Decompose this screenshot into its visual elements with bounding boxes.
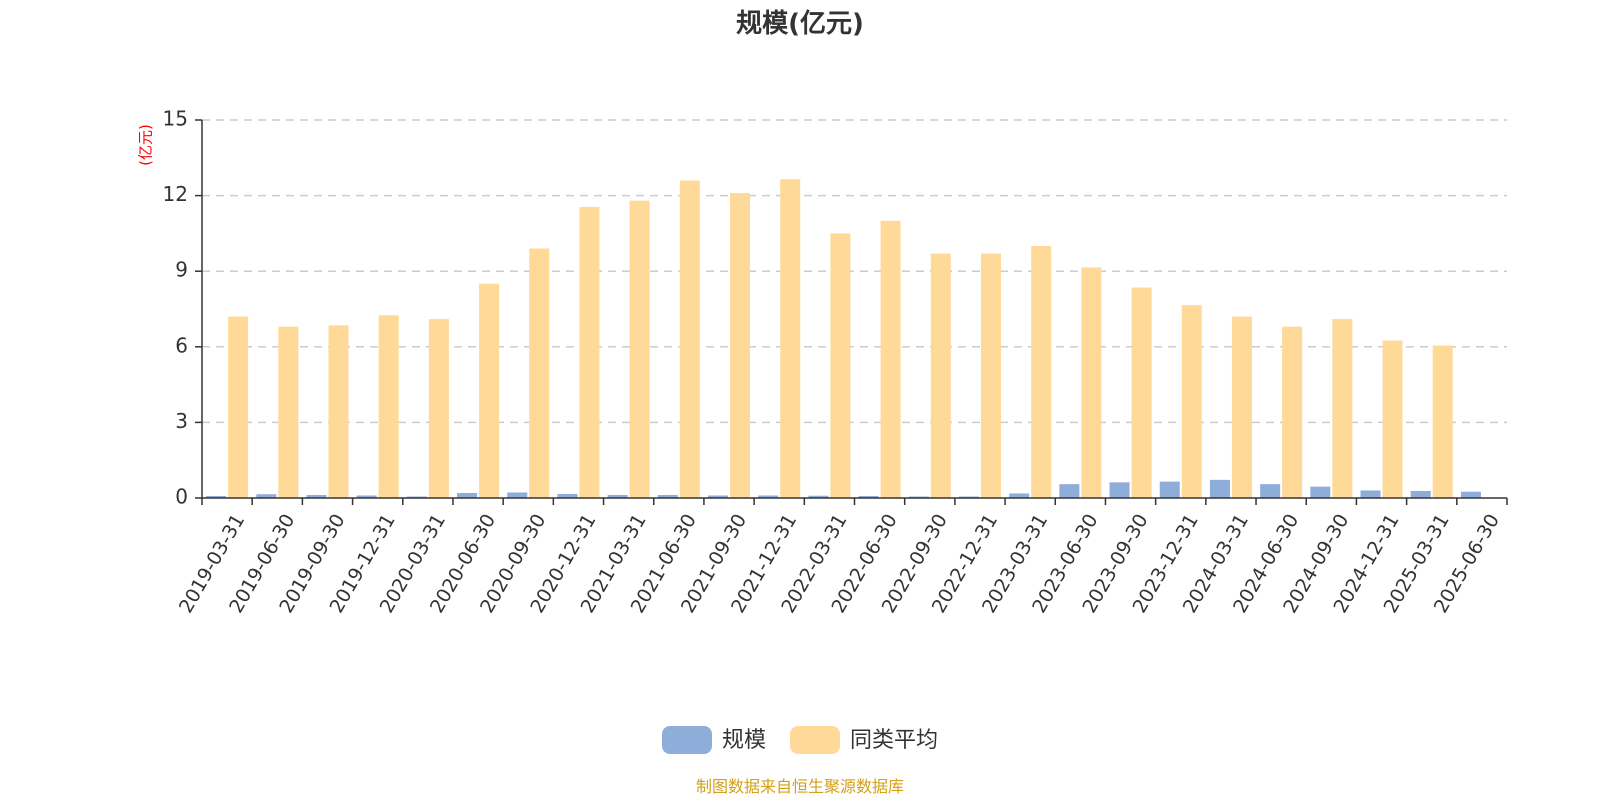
bar-scale[interactable] (858, 495, 879, 498)
bar-peer-average[interactable] (880, 220, 901, 499)
bar-peer-average[interactable] (1382, 340, 1403, 499)
bar-peer-average[interactable] (278, 326, 299, 498)
bar-peer-average[interactable] (1332, 319, 1353, 498)
bar-peer-average[interactable] (579, 206, 600, 498)
bar-scale[interactable] (808, 495, 829, 498)
y-axis-label: (亿元) (137, 124, 155, 166)
bar-peer-average[interactable] (228, 316, 249, 498)
bar-scale[interactable] (1360, 490, 1381, 498)
bar-scale[interactable] (758, 495, 779, 498)
bar-peer-average[interactable] (378, 315, 399, 498)
bar-peer-average[interactable] (1031, 246, 1052, 498)
bar-peer-average[interactable] (1231, 316, 1252, 498)
y-tick-label: 12 (163, 182, 188, 206)
bar-peer-average[interactable] (930, 253, 951, 498)
bar-scale[interactable] (557, 493, 578, 498)
bar-scale[interactable] (1109, 482, 1130, 498)
bar-scale[interactable] (1410, 490, 1431, 498)
legend-label[interactable]: 规模 (722, 728, 766, 753)
bar-scale[interactable] (1209, 479, 1230, 498)
bar-scale[interactable] (1009, 493, 1030, 498)
bar-scale[interactable] (507, 492, 528, 498)
y-tick-label: 6 (175, 333, 188, 357)
bar-scale[interactable] (958, 496, 979, 498)
bar-scale[interactable] (908, 496, 929, 498)
bar-peer-average[interactable] (780, 179, 801, 498)
bar-scale[interactable] (1460, 491, 1481, 498)
bar-peer-average[interactable] (529, 248, 550, 498)
legend-swatch[interactable] (790, 726, 840, 754)
bar-peer-average[interactable] (980, 253, 1001, 498)
bar-scale[interactable] (256, 494, 277, 498)
bar-scale[interactable] (1310, 486, 1331, 498)
bar-peer-average[interactable] (328, 325, 349, 498)
legend[interactable]: 规模 同类平均 (662, 726, 938, 754)
bar-peer-average[interactable] (1131, 287, 1152, 498)
bar-scale[interactable] (708, 495, 729, 498)
bar-peer-average[interactable] (629, 200, 650, 498)
bar-peer-average[interactable] (679, 180, 700, 499)
y-tick-label: 9 (175, 258, 188, 282)
bar-scale[interactable] (406, 496, 427, 498)
bars (206, 179, 1481, 499)
bar-scale[interactable] (657, 494, 678, 498)
y-tick-label: 0 (175, 485, 188, 509)
bar-scale[interactable] (306, 494, 327, 498)
legend-swatch[interactable] (662, 726, 712, 754)
source-note: 制图数据来自恒生聚源数据库 (696, 777, 904, 796)
y-tick-label: 3 (175, 409, 188, 433)
bar-scale[interactable] (607, 494, 628, 498)
bar-peer-average[interactable] (479, 283, 500, 498)
y-tick-label: 15 (163, 107, 188, 131)
bar-scale[interactable] (1059, 484, 1080, 498)
bar-peer-average[interactable] (1282, 326, 1303, 498)
bar-scale[interactable] (1159, 481, 1180, 498)
gridlines (202, 119, 1507, 424)
bar-peer-average[interactable] (428, 319, 449, 498)
bar-scale[interactable] (356, 495, 377, 498)
legend-label[interactable]: 同类平均 (850, 728, 938, 753)
bar-peer-average[interactable] (1181, 305, 1202, 498)
bar-peer-average[interactable] (830, 233, 851, 498)
bar-scale[interactable] (1260, 484, 1281, 498)
bar-peer-average[interactable] (1081, 267, 1102, 498)
bar-peer-average[interactable] (730, 193, 751, 498)
bar-scale[interactable] (457, 492, 478, 498)
chart-title: 规模(亿元) (736, 9, 864, 39)
bar-scale[interactable] (206, 495, 227, 498)
bar-peer-average[interactable] (1432, 345, 1453, 498)
